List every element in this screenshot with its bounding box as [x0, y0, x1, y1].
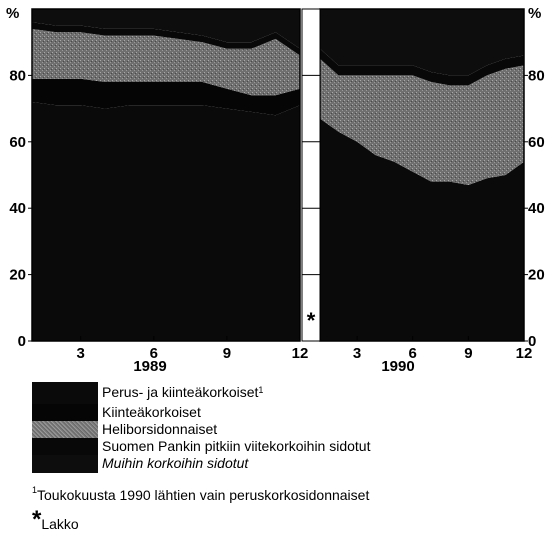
y-tick-label-right: 60	[528, 134, 545, 151]
x-tick-label: 3	[77, 345, 85, 362]
area-series-4-1989	[32, 22, 300, 56]
x-tick-label: 3	[353, 345, 361, 362]
area-series-4-1990	[320, 48, 524, 86]
y-tick-label-left: 0	[18, 333, 26, 350]
x-tick-label: 9	[223, 345, 231, 362]
legend-label: Suomen Pankin pitkiin viitekorkoihin sid…	[102, 438, 371, 454]
y-tick-label-right: 80	[528, 67, 545, 84]
area-series-5-1990	[320, 9, 524, 76]
y-tick-label-left: 60	[9, 134, 26, 151]
legend-label: Kiinteäkorkoiset	[102, 404, 201, 420]
y-tick-label-left: 40	[9, 200, 26, 217]
legend-swatch	[32, 455, 98, 473]
year-label-1989: 1989	[133, 358, 166, 375]
legend-swatch	[32, 438, 98, 455]
y-tick-label-right: 40	[528, 200, 545, 217]
legend-label: Heliborsidonnaiset	[102, 421, 218, 437]
legend-swatch	[32, 421, 98, 438]
area-series-1-1990	[320, 118, 524, 341]
year-label-1990: 1990	[381, 358, 414, 375]
footnote: 1Toukokuusta 1990 lähtien vain peruskork…	[32, 485, 370, 503]
x-tick-label: 12	[516, 345, 533, 362]
strike-note: *Lakko	[32, 500, 79, 533]
area-series-3-1990	[320, 58, 524, 185]
y-unit-left: %	[6, 5, 19, 22]
legend-label: Muihin korkoihin sidotut	[102, 455, 249, 471]
legend-swatch	[32, 382, 98, 404]
strike-note-marker: *	[32, 506, 42, 533]
area-series-5-1989	[32, 9, 300, 49]
area-series-1-1989	[32, 102, 300, 341]
panel-frame-1989	[31, 8, 301, 342]
x-tick-label: 9	[464, 345, 472, 362]
y-unit-right: %	[528, 5, 541, 22]
y-tick-label-right: 0	[528, 333, 536, 350]
y-tick-label-right: 20	[528, 267, 545, 284]
y-tick-label-left: 80	[9, 67, 26, 84]
area-series-3-1989	[32, 28, 300, 96]
strike-marker: *	[307, 308, 316, 333]
area-series-2-1989	[32, 78, 300, 116]
legend-swatch	[32, 404, 98, 421]
x-tick-label: 6	[409, 345, 417, 362]
strike-note-text: Lakko	[41, 516, 79, 532]
footnote-text: Toukokuusta 1990 lähtien vain peruskorko…	[37, 487, 370, 503]
strike-gap	[301, 8, 321, 342]
legend-label: Perus- ja kiinteäkorkoiset1	[102, 384, 264, 400]
footnote-marker: 1	[32, 485, 38, 495]
x-tick-label: 6	[150, 345, 158, 362]
y-tick-label-left: 20	[9, 267, 26, 284]
x-tick-label: 12	[292, 345, 309, 362]
plot-area	[28, 8, 528, 342]
